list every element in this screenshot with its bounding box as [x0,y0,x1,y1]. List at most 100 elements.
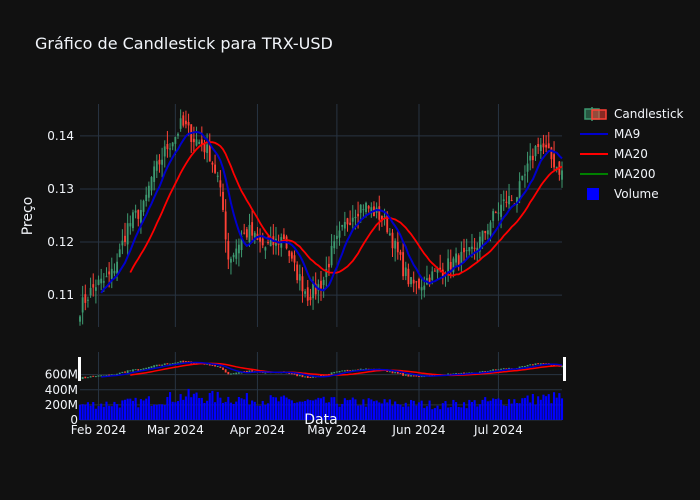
candle-body [312,283,314,299]
legend-item-ma20[interactable]: MA20 [578,144,684,164]
volume-bar [84,404,87,420]
slider-candle [155,364,158,367]
volume-bar [325,402,328,420]
candle-body [497,212,500,214]
volume-bar [145,398,148,420]
candle-body [494,212,497,214]
candle-body [137,209,140,219]
volume-bar [306,399,309,420]
candle-body [129,223,132,227]
y-tick-label: 0.11 [47,288,74,302]
slider-candle [129,370,132,372]
legend-ma200-swatch [580,173,608,175]
legend-item-ma9[interactable]: MA9 [578,124,684,144]
candle-body [346,218,349,225]
x-tick-label: May 2024 [307,423,366,437]
candle-body [259,235,262,242]
volume-bar [322,396,325,420]
slider-candle [343,370,346,372]
candle-body [235,248,238,259]
legend-item-volume[interactable]: Volume [578,184,684,204]
candle-body [383,216,386,218]
candle-body [237,244,240,254]
slider-candle [227,371,230,375]
candle-body [349,222,352,226]
volume-bar [274,397,278,420]
slider-candle [502,368,505,370]
candle-body [100,278,103,284]
volume-bar [256,405,259,420]
candle-body [362,209,365,211]
slider-candle [237,372,240,374]
volume-bar [560,398,564,420]
legend-ma20-swatch [580,153,608,155]
candle-body [166,143,169,150]
volume-bar [412,400,415,420]
slider-candle [219,366,222,368]
legend-ma9-swatch [580,133,608,135]
volume-bar [441,403,444,420]
volume-bar [163,404,166,420]
slider-candle [330,372,333,375]
candle-body [203,143,206,153]
volume-bar [293,402,296,420]
volume-tick-label: 400M [45,383,78,397]
volume-bar [232,403,235,420]
slider-candle [505,368,508,370]
slider-candle [208,363,211,366]
volume-bar [346,400,349,420]
slider-candle [521,366,524,368]
volume-bar [343,398,346,420]
candle-body [110,268,113,280]
candle-body [227,241,230,260]
slider-candle [97,375,100,377]
tick-labels: 0.11 0.12 0.13 0.14 Feb 2024 Mar 2024 Apr 2024… [45,129,523,437]
slider-handle-right [563,357,566,381]
slider-candle [359,368,362,371]
candle-body [301,276,304,292]
slider-candle [500,368,503,371]
candle-body [87,299,89,301]
volume-bar [259,405,262,420]
volume-bar [394,401,397,420]
candle-body [325,268,328,278]
volume-bar [182,399,185,420]
candle-body [468,247,471,252]
slider-handle-left [78,357,81,381]
volume-tick-label: 600M [45,368,78,382]
volume-bar [449,407,452,420]
x-axis-label: Data [304,412,337,428]
candle-body [198,141,201,144]
legend-label-ma200: MA200 [614,167,656,181]
volume-bar [253,401,256,420]
volume-bar [386,402,389,420]
slider-candle [542,363,545,365]
slider-candle [341,370,344,372]
slider-candle [142,368,145,371]
candle-body [243,232,246,234]
volume-bar [372,401,376,420]
candle-body [553,154,555,168]
volume-bar [214,402,217,420]
candle-body [124,235,126,243]
volume-bar [240,398,243,420]
legend-item-ma200[interactable]: MA200 [578,164,684,184]
volume-bar [526,395,529,420]
x-tick-label: Feb 2024 [71,423,127,437]
volume-bar [484,397,487,420]
candle-body [251,222,254,236]
candle-body [185,120,187,125]
candle-body [449,261,452,270]
x-tick-label: Mar 2024 [147,423,204,437]
volume-bar [510,403,513,420]
volume-bar [301,401,304,420]
candle-body [415,281,418,283]
volume-bar [229,402,233,420]
legend-item-candlestick[interactable]: Candlestick [578,104,684,124]
x-tick-label: Jun 2024 [391,423,445,437]
candle-body [219,180,222,188]
range-slider[interactable] [78,357,566,381]
volume-bar [534,404,537,420]
slider-ma9-line [101,361,563,378]
slider-candle [497,369,500,371]
